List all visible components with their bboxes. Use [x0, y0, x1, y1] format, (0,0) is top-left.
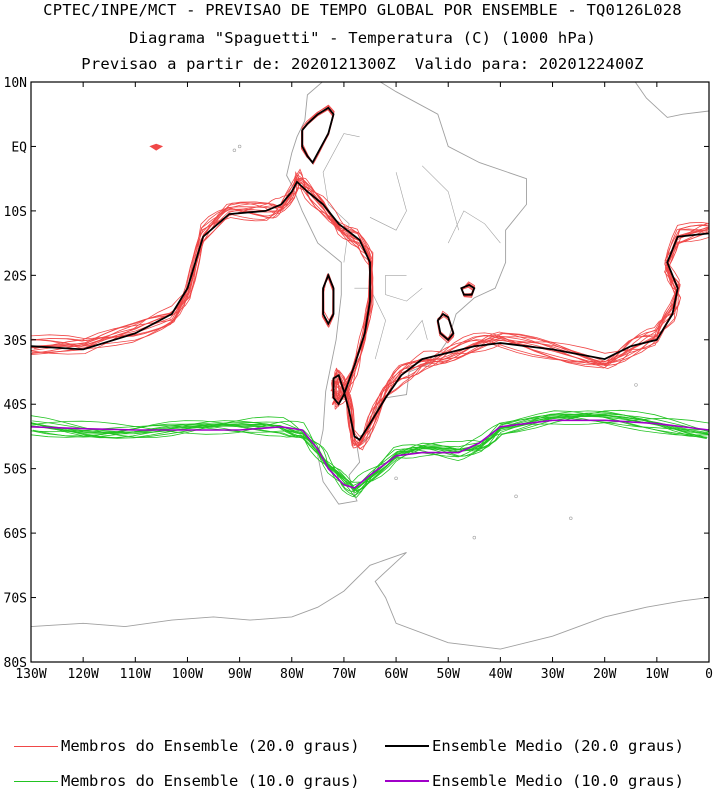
- legend-mean-20: Ensemble Medio (20.0 graus): [385, 735, 684, 757]
- island: [237, 144, 242, 149]
- lon-label: 80W: [280, 667, 304, 682]
- border-segment: [406, 319, 428, 340]
- lon-label: 110W: [120, 667, 151, 682]
- mean-line-20: [31, 180, 709, 441]
- lat-label: 10N: [4, 76, 27, 91]
- legend-label-members-10: Membros do Ensemble (10.0 graus): [61, 772, 360, 790]
- legend-members-20: Membros do Ensemble (20.0 graus): [14, 735, 360, 757]
- legend-label-mean-20: Ensemble Medio (20.0 graus): [432, 737, 684, 755]
- border-segment: [385, 275, 423, 302]
- island: [394, 476, 398, 481]
- lat-label: EQ: [11, 140, 27, 155]
- member-line-20: [31, 182, 709, 448]
- member-line-20: [33, 174, 708, 451]
- member-line-20: [32, 177, 709, 446]
- lon-label: 40W: [489, 667, 513, 682]
- lon-label: 50W: [436, 667, 460, 682]
- legend-line-members-10: [14, 780, 58, 782]
- plot-frame: [30, 81, 710, 663]
- border-segment: [354, 287, 386, 360]
- lat-label: 40S: [4, 398, 27, 413]
- legend-mean-10: Ensemble Medio (10.0 graus): [385, 770, 684, 792]
- legend-label-mean-10: Ensemble Medio (10.0 graus): [432, 772, 684, 790]
- lon-label: 130W: [15, 667, 46, 682]
- lat-label: 60S: [4, 527, 27, 542]
- mean-island-20: [460, 283, 476, 296]
- member-line-10: [31, 409, 709, 483]
- lat-label: 30S: [4, 334, 27, 349]
- lon-label: 100W: [172, 667, 203, 682]
- border-segment: [421, 165, 459, 231]
- mean-island-20: [322, 272, 335, 326]
- member-line-10: [31, 412, 707, 492]
- lon-label: 10W: [645, 667, 669, 682]
- lon-label: 30W: [541, 667, 565, 682]
- border-segment: [322, 133, 360, 263]
- lat-label: 80S: [4, 656, 27, 671]
- lat-label: 70S: [4, 592, 27, 607]
- member-line-20: [31, 187, 709, 437]
- mean-line-10: [31, 419, 709, 489]
- lat-label: 50S: [4, 463, 27, 478]
- legend-line-mean-20: [385, 745, 429, 747]
- lat-label: 20S: [4, 269, 27, 284]
- lon-label: 70W: [332, 667, 356, 682]
- mean-island-20: [301, 106, 335, 165]
- island: [634, 383, 638, 387]
- coast-africa: [634, 82, 709, 118]
- island: [569, 516, 573, 520]
- title-line-1: CPTEC/INPE/MCT - PREVISAO DE TEMPO GLOBA…: [43, 1, 682, 19]
- member-blob-20: [149, 143, 164, 151]
- mean-layer: [31, 106, 709, 489]
- mean-island-20: [436, 312, 455, 342]
- legend-line-mean-10: [385, 780, 429, 782]
- members-10-layer: [31, 409, 709, 498]
- border-segment: [447, 210, 501, 244]
- lon-label: 20W: [593, 667, 617, 682]
- member-line-10: [32, 410, 707, 494]
- member-line-10: [32, 417, 709, 486]
- lon-label: 60W: [384, 667, 408, 682]
- coast-south-america: [286, 82, 527, 505]
- legend-label-members-20: Membros do Ensemble (20.0 graus): [61, 737, 360, 755]
- title-line-2: Diagrama "Spaguetti" - Temperatura (C) (…: [128, 29, 597, 47]
- lon-label: 120W: [67, 667, 98, 682]
- lon-label: 0: [705, 667, 713, 682]
- member-line-10: [31, 410, 709, 497]
- member-line-10: [32, 414, 709, 492]
- coastline-layer: [31, 82, 709, 650]
- island: [514, 494, 518, 499]
- lat-label: 10S: [4, 205, 27, 220]
- island: [472, 535, 477, 540]
- border-segment: [369, 172, 407, 231]
- lon-label: 90W: [228, 667, 252, 682]
- member-line-20: [31, 178, 709, 446]
- coast-antarctica: [31, 551, 709, 650]
- title-line-3: Previsao a partir de: 2020121300Z Valido…: [81, 55, 644, 73]
- legend-members-10: Membros do Ensemble (10.0 graus): [14, 770, 360, 792]
- island: [232, 148, 237, 153]
- legend-line-members-20: [14, 745, 58, 747]
